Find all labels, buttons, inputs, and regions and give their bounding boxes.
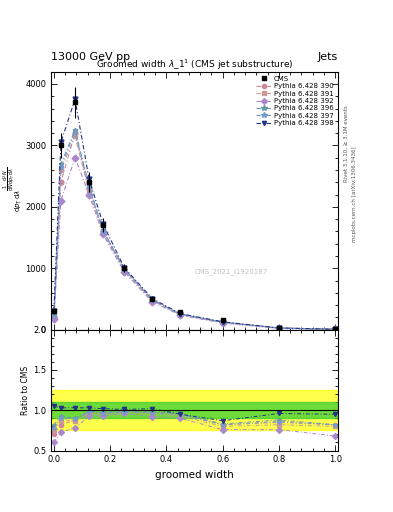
Pythia 6.428 391 xyxy=(59,167,63,173)
Pythia 6.428 391 xyxy=(333,326,338,332)
Line: Pythia 6.428 397: Pythia 6.428 397 xyxy=(51,130,338,332)
Pythia 6.428 396 xyxy=(101,227,105,233)
Line: Pythia 6.428 390: Pythia 6.428 390 xyxy=(51,131,338,332)
Pythia 6.428 392 xyxy=(51,316,56,322)
Pythia 6.428 391 xyxy=(73,133,77,139)
Pythia 6.428 391 xyxy=(277,325,281,331)
Pythia 6.428 390 xyxy=(87,185,92,191)
Line: Pythia 6.428 398: Pythia 6.428 398 xyxy=(51,97,338,332)
Pythia 6.428 390 xyxy=(73,130,77,136)
Pythia 6.428 397 xyxy=(277,325,281,331)
Pythia 6.428 397 xyxy=(87,184,92,190)
Pythia 6.428 396 xyxy=(73,127,77,133)
Pythia 6.428 392 xyxy=(101,231,105,238)
Pythia 6.428 391 xyxy=(122,268,127,274)
Pythia 6.428 390 xyxy=(277,325,281,331)
Text: 13000 GeV pp: 13000 GeV pp xyxy=(51,52,130,62)
Pythia 6.428 396 xyxy=(277,325,281,331)
Pythia 6.428 391 xyxy=(87,188,92,195)
Pythia 6.428 391 xyxy=(150,297,155,304)
Pythia 6.428 396 xyxy=(122,266,127,272)
Line: Pythia 6.428 391: Pythia 6.428 391 xyxy=(51,134,338,332)
Pythia 6.428 392 xyxy=(178,312,183,318)
Pythia 6.428 392 xyxy=(150,299,155,305)
Pythia 6.428 397 xyxy=(150,297,155,303)
Pythia 6.428 391 xyxy=(51,313,56,319)
Pythia 6.428 398 xyxy=(73,96,77,102)
Pythia 6.428 397 xyxy=(59,164,63,170)
Pythia 6.428 390 xyxy=(220,319,225,325)
Legend: CMS, Pythia 6.428 390, Pythia 6.428 391, Pythia 6.428 392, Pythia 6.428 396, Pyt: CMS, Pythia 6.428 390, Pythia 6.428 391,… xyxy=(255,75,334,127)
Pythia 6.428 392 xyxy=(59,198,63,204)
Pythia 6.428 398 xyxy=(333,326,338,332)
Pythia 6.428 398 xyxy=(150,295,155,302)
Pythia 6.428 392 xyxy=(122,269,127,275)
Title: Groomed width $\lambda\_1^1$ (CMS jet substructure): Groomed width $\lambda\_1^1$ (CMS jet su… xyxy=(96,57,293,72)
Pythia 6.428 398 xyxy=(122,265,127,271)
Pythia 6.428 390 xyxy=(101,228,105,234)
Pythia 6.428 398 xyxy=(277,325,281,331)
Text: CMS_2021_I1920187: CMS_2021_I1920187 xyxy=(195,268,268,274)
Pythia 6.428 397 xyxy=(73,129,77,135)
Pythia 6.428 390 xyxy=(122,266,127,272)
Pythia 6.428 392 xyxy=(277,325,281,331)
Pythia 6.428 397 xyxy=(220,319,225,325)
Text: mcplots.cern.ch [arXiv:1306.3436]: mcplots.cern.ch [arXiv:1306.3436] xyxy=(352,147,357,242)
Pythia 6.428 392 xyxy=(73,155,77,161)
Pythia 6.428 390 xyxy=(51,314,56,321)
Pythia 6.428 396 xyxy=(87,182,92,188)
Pythia 6.428 396 xyxy=(59,161,63,167)
Pythia 6.428 396 xyxy=(220,319,225,325)
Pythia 6.428 397 xyxy=(51,312,56,318)
Pythia 6.428 396 xyxy=(150,297,155,303)
Pythia 6.428 390 xyxy=(333,326,338,332)
Pythia 6.428 396 xyxy=(51,312,56,318)
Pythia 6.428 396 xyxy=(178,311,183,317)
Pythia 6.428 397 xyxy=(333,326,338,332)
Text: Jets: Jets xyxy=(318,52,338,62)
Pythia 6.428 392 xyxy=(220,320,225,326)
Text: Rivet 3.1.10, ≥ 3.1M events: Rivet 3.1.10, ≥ 3.1M events xyxy=(344,105,349,182)
Pythia 6.428 390 xyxy=(178,311,183,317)
Bar xyxy=(51,402,338,418)
Text: $\frac{1}{\mathrm{d}N}\frac{\mathrm{d}^2N}{\mathrm{d}p_T\mathrm{d}\lambda}$: $\frac{1}{\mathrm{d}N}\frac{\mathrm{d}^2… xyxy=(2,167,18,191)
Pythia 6.428 390 xyxy=(59,179,63,185)
Pythia 6.428 390 xyxy=(150,297,155,303)
Pythia 6.428 391 xyxy=(220,319,225,326)
Line: Pythia 6.428 396: Pythia 6.428 396 xyxy=(51,127,338,332)
Pythia 6.428 392 xyxy=(87,191,92,198)
Pythia 6.428 397 xyxy=(101,228,105,234)
Y-axis label: Ratio to CMS: Ratio to CMS xyxy=(21,366,30,415)
Y-axis label: $\mathrm{d}p_T\,\mathrm{d}\lambda$: $\mathrm{d}p_T\,\mathrm{d}\lambda$ xyxy=(13,189,24,212)
Pythia 6.428 396 xyxy=(333,326,338,332)
Pythia 6.428 398 xyxy=(101,221,105,227)
Pythia 6.428 398 xyxy=(87,176,92,182)
Pythia 6.428 391 xyxy=(178,311,183,317)
Pythia 6.428 397 xyxy=(122,266,127,272)
Pythia 6.428 398 xyxy=(178,311,183,317)
X-axis label: groomed width: groomed width xyxy=(155,470,234,480)
Pythia 6.428 391 xyxy=(101,229,105,236)
Pythia 6.428 398 xyxy=(59,139,63,145)
Pythia 6.428 397 xyxy=(178,311,183,317)
Pythia 6.428 398 xyxy=(51,308,56,314)
Pythia 6.428 398 xyxy=(220,318,225,325)
Pythia 6.428 392 xyxy=(333,326,338,332)
Line: Pythia 6.428 392: Pythia 6.428 392 xyxy=(51,155,338,332)
Bar xyxy=(51,390,338,431)
